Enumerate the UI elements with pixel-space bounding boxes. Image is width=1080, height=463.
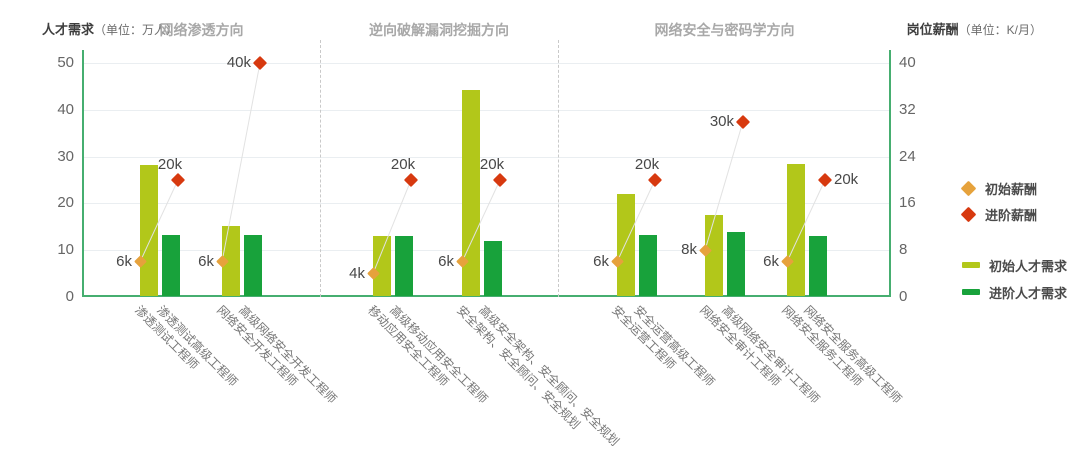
advanced-salary-label: 20k [479, 156, 505, 173]
advanced-salary-marker [647, 172, 663, 188]
advanced-salary-label: 20k [834, 171, 859, 188]
legend-label: 进阶人才需求 [989, 285, 1068, 301]
right-axis-header: 岗位薪酬（单位：K/月） [907, 19, 1042, 39]
bar-advanced-demand [809, 236, 827, 296]
diamond-marker-icon [960, 180, 977, 196]
right-axis-tick: 24 [899, 147, 916, 165]
initial-salary-label: 6k [198, 252, 214, 270]
diamond-marker-icon [960, 206, 977, 222]
advanced-salary-label: 40k [226, 54, 251, 71]
initial-salary-label: 8k [681, 241, 697, 259]
bar-initial-demand [140, 165, 158, 296]
bar-initial-demand [617, 194, 635, 296]
bar-initial-demand [705, 215, 723, 296]
legend-item-initial-salary[interactable]: 初始薪酬 [960, 180, 1038, 197]
left-axis-line [82, 50, 84, 297]
legend-item-initial-demand[interactable]: 初始人才需求 [962, 257, 1068, 274]
bar-advanced-demand [244, 234, 262, 296]
gridline [83, 109, 891, 111]
section-title-crypto: 网络安全与密码学方向 [654, 22, 795, 38]
left-axis-title: 人才需求 [42, 22, 95, 37]
bar-initial-demand [373, 236, 391, 296]
initial-salary-label: 6k [438, 252, 454, 270]
advanced-salary-marker [170, 172, 186, 188]
legend-item-advanced-demand[interactable]: 进阶人才需求 [962, 284, 1068, 301]
right-axis-title: 岗位薪酬 [906, 22, 959, 37]
section-separator [558, 40, 559, 297]
bar-advanced-demand [639, 234, 657, 296]
initial-salary-label: 6k [763, 252, 779, 270]
left-axis-tick: 50 [57, 54, 74, 71]
gridline [83, 203, 891, 205]
bar-advanced-demand [484, 240, 502, 296]
legend-item-advanced-salary[interactable]: 进阶薪酬 [960, 206, 1038, 223]
left-axis-header: 人才需求（单位：万人） [42, 19, 178, 39]
left-axis-tick: 40 [57, 100, 74, 118]
bar-advanced-demand [395, 236, 413, 296]
legend-label: 初始人才需求 [989, 258, 1068, 274]
advanced-salary-label: 20k [634, 156, 660, 173]
bar-initial-demand [787, 164, 805, 296]
advanced-salary-label: 30k [709, 112, 734, 130]
x-axis-label-initial-job: 安全架构、安全顾问、安全规划 [454, 303, 583, 432]
section-separator [320, 40, 321, 297]
right-axis-tick: 0 [899, 288, 908, 305]
x-axis-label-advanced-job: 高级安全架构、安全顾问、安全规划 [476, 303, 622, 449]
right-axis-line [889, 50, 891, 297]
initial-salary-label: 6k [116, 252, 132, 270]
right-axis-tick: 40 [899, 54, 916, 71]
right-axis-tick: 32 [899, 100, 916, 118]
left-axis-tick: 0 [65, 288, 74, 305]
advanced-salary-marker [817, 172, 833, 188]
right-axis-unit: （单位：K/月） [958, 23, 1042, 37]
initial-salary-label: 4k [349, 264, 365, 282]
advanced-salary-marker [735, 114, 751, 129]
right-axis-tick: 16 [899, 194, 916, 212]
advanced-salary-marker [403, 172, 419, 188]
x-axis-label-advanced-job: 高级网络安全开发工程师 [236, 303, 340, 407]
section-title-reverse: 逆向破解漏洞挖掘方向 [369, 22, 509, 38]
left-axis-tick: 20 [57, 194, 74, 212]
gridline [83, 63, 891, 64]
left-axis-tick: 30 [57, 147, 74, 165]
legend-label: 初始薪酬 [985, 181, 1038, 197]
advanced-salary-marker [252, 55, 268, 71]
left-axis-unit: （单位：万人） [94, 23, 179, 37]
advanced-salary-marker [492, 172, 508, 188]
bar-marker-icon [962, 262, 980, 268]
initial-salary-label: 6k [593, 252, 609, 270]
advanced-salary-label: 20k [390, 156, 416, 173]
left-axis-tick: 10 [57, 241, 74, 259]
section-title-penetration: 网络渗透方向 [159, 22, 244, 38]
right-axis-tick: 8 [899, 241, 908, 259]
advanced-salary-label: 20k [157, 156, 183, 173]
gridline [83, 156, 891, 158]
legend-label: 进阶薪酬 [985, 207, 1038, 223]
bar-marker-icon [962, 289, 980, 295]
x-axis-line [82, 295, 891, 297]
